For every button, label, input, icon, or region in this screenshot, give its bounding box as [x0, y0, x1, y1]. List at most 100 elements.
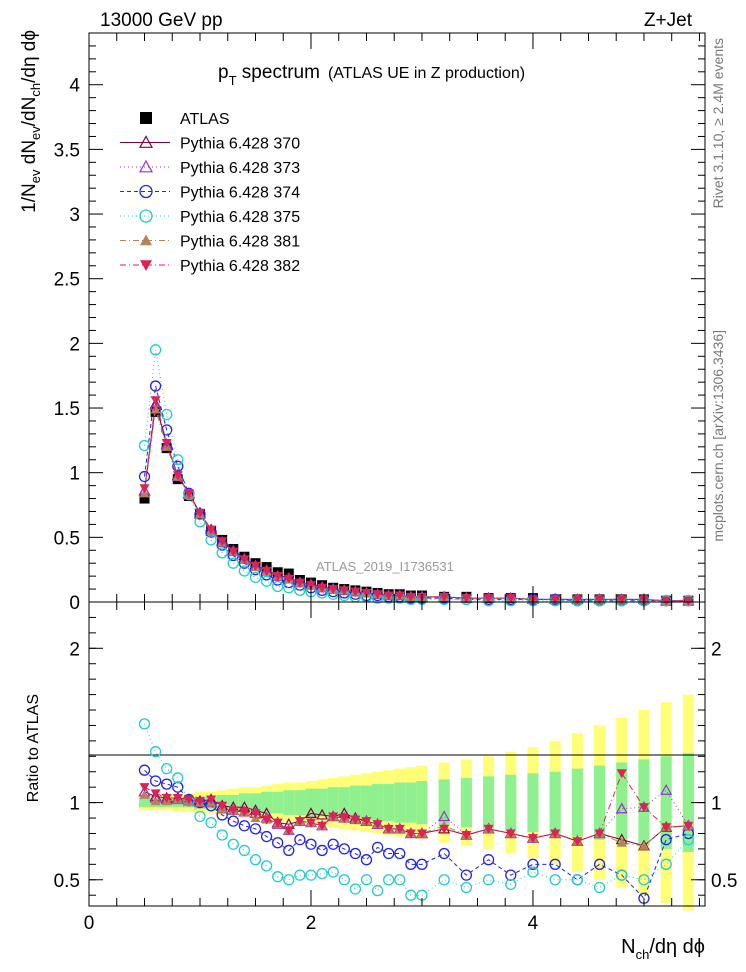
legend-item-pythia-6-428-382: Pythia 6.428 382	[120, 258, 300, 275]
ratio-point-pythia-6-428-374	[272, 837, 284, 849]
legend-label: Pythia 6.428 375	[180, 209, 300, 226]
y-tick-label: 0	[69, 593, 80, 614]
ratio-point-pythia-6-428-382	[361, 817, 372, 827]
data-point-pythia-6-428-381	[150, 404, 161, 414]
ratio-point-pythia-6-428-382	[405, 829, 416, 839]
data-point-pythia-6-428-382	[572, 595, 583, 605]
ratio-point-pythia-6-428-374	[593, 858, 606, 870]
ratio-point-pythia-6-428-374	[394, 847, 406, 860]
ratio-point-pythia-6-428-382	[261, 815, 272, 825]
stat-uncertainty-band	[138, 797, 151, 808]
ratio-point-pythia-6-428-382	[317, 821, 328, 831]
ratio-point-pythia-6-428-382	[250, 809, 261, 819]
legend-marker	[140, 112, 152, 124]
stat-uncertainty-band	[527, 773, 539, 832]
data-point-pythia-6-428-382	[394, 591, 405, 601]
ratio-point-pythia-6-428-382	[161, 793, 172, 803]
ratio-point-pythia-6-428-375	[161, 763, 173, 775]
ratio-y-tick-label-right: 1	[711, 794, 722, 815]
ratio-point-pythia-6-428-374	[360, 854, 373, 866]
stat-uncertainty-band	[682, 753, 694, 852]
ratio-point-pythia-6-428-374	[371, 841, 384, 854]
ratio-point-pythia-6-428-382	[283, 826, 294, 836]
y-tick-label: 0.5	[54, 528, 80, 549]
stat-uncertainty-band	[571, 768, 583, 837]
stat-uncertainty-band	[338, 787, 350, 819]
series-pythia-6-428-373	[138, 399, 695, 606]
legend-label: Pythia 6.428 381	[180, 234, 300, 251]
ratio-point-pythia-6-428-382	[183, 795, 194, 805]
ratio-point-pythia-6-428-382	[206, 795, 217, 805]
ratio-point-pythia-6-428-374	[227, 815, 239, 827]
data-point-pythia-6-428-375	[238, 565, 251, 577]
ratio-point-pythia-6-428-382	[616, 769, 627, 779]
ratio-plot-frame	[88, 601, 706, 907]
ratio-point-pythia-6-428-374	[238, 820, 251, 832]
ratio-point-pythia-6-428-382	[239, 807, 250, 817]
ratio-point-pythia-6-428-375	[682, 833, 695, 846]
legend-label: ATLAS	[180, 111, 230, 128]
ratio-point-pythia-6-428-382	[305, 818, 316, 828]
data-point-pythia-6-428-382	[594, 595, 605, 605]
ratio-point-pythia-6-428-375	[172, 772, 184, 784]
ratio-point-pythia-6-428-374	[305, 838, 317, 850]
legend-item-atlas: ATLAS	[140, 111, 230, 128]
ratio-point-pythia-6-428-374	[416, 858, 428, 870]
ratio-point-pythia-6-428-374	[260, 830, 273, 843]
stat-uncertainty-band	[483, 776, 495, 829]
ratio-point-pythia-6-428-375	[360, 874, 373, 886]
ratio-point-pythia-6-428-375	[283, 874, 295, 886]
ratio-point-pythia-6-428-374	[338, 843, 350, 855]
legend: ATLAS Pythia 6.428 370 Pythia 6.428 373 Pyt…	[120, 111, 300, 275]
y-tick-label: 4	[69, 76, 80, 97]
ratio-point-pythia-6-428-382	[383, 824, 394, 834]
ratio-point-pythia-6-428-375	[205, 817, 217, 829]
stat-uncertainty-band	[660, 756, 672, 849]
stat-uncertainty-band	[549, 771, 561, 834]
data-point-pythia-6-428-375	[249, 571, 262, 584]
ratio-point-pythia-6-428-382	[527, 834, 538, 844]
data-point-pythia-6-428-374	[172, 460, 184, 472]
ratio-point-pythia-6-428-375	[616, 869, 628, 881]
data-point-pythia-6-428-382	[161, 438, 172, 448]
data-point-pythia-6-428-382	[239, 555, 250, 565]
ratio-point-pythia-6-428-375	[260, 860, 273, 872]
ratio-plot: 0.5 0.5 1 1 2 2 0 2 4	[54, 601, 737, 934]
ratio-point-pythia-6-428-382	[294, 817, 305, 827]
header-right-label: Z+Jet	[644, 10, 693, 31]
ratio-point-pythia-6-428-375	[638, 874, 650, 886]
data-point-pythia-6-428-382	[139, 484, 150, 494]
side-label-rivet: Rivet 3.1.10, ≥ 2.4M events	[710, 38, 726, 208]
ratio-point-pythia-6-428-375	[527, 866, 539, 878]
ratio-point-pythia-6-428-375	[660, 858, 672, 870]
data-point-pythia-6-428-382	[328, 585, 339, 595]
ratio-point-pythia-6-428-373	[660, 784, 673, 795]
y-tick-label: 3.5	[54, 140, 80, 161]
ratio-point-pythia-6-428-374	[660, 833, 672, 846]
ratio-point-pythia-6-428-382	[172, 793, 183, 803]
data-point-pythia-6-428-382	[272, 572, 283, 582]
data-point-pythia-6-428-382	[183, 489, 194, 499]
ratio-point-pythia-6-428-374	[294, 833, 306, 846]
stat-uncertainty-band	[327, 787, 339, 819]
ratio-point-pythia-6-428-374	[383, 847, 395, 860]
ratio-point-pythia-6-428-375	[405, 889, 417, 901]
data-point-pythia-6-428-374	[138, 470, 151, 483]
ratio-point-pythia-6-428-374	[527, 858, 539, 870]
legend-marker	[139, 184, 153, 199]
ratio-point-pythia-6-428-382	[505, 829, 516, 839]
ratio-y-tick-label: 0.5	[54, 871, 80, 892]
stat-uncertainty-band	[460, 777, 472, 828]
ratio-point-pythia-6-428-382	[439, 824, 450, 834]
ratio-point-pythia-6-428-382	[350, 815, 361, 825]
ratio-point-pythia-6-428-375	[383, 874, 395, 886]
ratio-point-pythia-6-428-375	[294, 869, 306, 881]
ratio-point-pythia-6-428-375	[327, 866, 339, 878]
main-plot: 0 0.5 1 1.5 2 2.5 3 3.5 4	[54, 32, 706, 614]
stat-uncertainty-band	[394, 782, 406, 823]
stat-uncertainty-band	[272, 791, 284, 814]
legend-item-pythia-6-428-374: Pythia 6.428 374	[120, 185, 300, 202]
legend-label: Pythia 6.428 374	[180, 185, 300, 202]
ratio-point-pythia-6-428-382	[328, 812, 339, 822]
